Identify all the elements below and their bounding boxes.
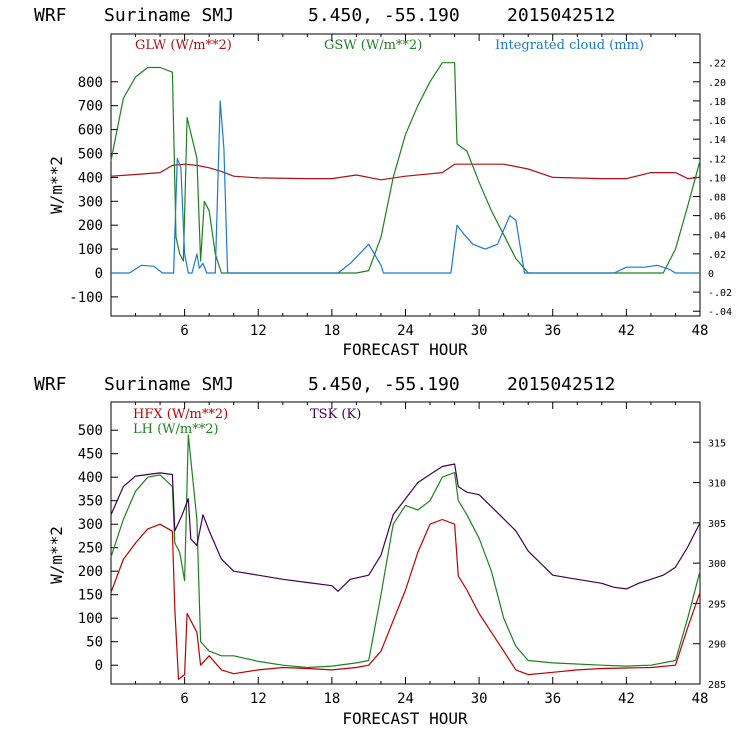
- y2-tick-label: .08: [708, 193, 726, 204]
- y-tick-label: 700: [78, 99, 103, 115]
- legend-tsk: TSK (K): [310, 407, 361, 422]
- y-tick-label: 500: [78, 146, 103, 162]
- y2-tick-label: .22: [708, 59, 726, 70]
- y-tick-label: 250: [78, 541, 103, 557]
- y-tick-label: 300: [78, 194, 103, 210]
- plot-area-bottom: 6 12 18 24 30 36 42 48 0 50 100 150 200 250 300 350 400 4…: [78, 401, 726, 707]
- y2-tick-label: 310: [708, 479, 726, 490]
- x-tick-label: 48: [692, 323, 709, 339]
- header-model: WRF: [34, 5, 67, 26]
- y-tick-label: 0: [95, 658, 103, 674]
- x-tick-label: 36: [544, 691, 561, 707]
- x-tick-label: 48: [692, 691, 709, 707]
- y2-tick-label: 0: [708, 269, 714, 280]
- y2-tick-label: .14: [708, 135, 726, 146]
- x-tick-label: 24: [397, 691, 414, 707]
- y-axis-label: W/m**2: [47, 526, 66, 584]
- y2-tick-label: .02: [708, 250, 726, 261]
- legend-lh: LH (W/m**2): [133, 422, 219, 437]
- series-line-lh: [110, 434, 701, 669]
- x-tick-label: 24: [397, 323, 414, 339]
- legend-glw: GLW (W/m**2): [135, 38, 232, 53]
- x-axis-label: FORECAST HOUR: [342, 340, 468, 359]
- series-line-cloud: [111, 100, 700, 274]
- y2-tick-label: .20: [708, 78, 726, 89]
- series-line-glw: [110, 163, 701, 181]
- y-tick-label: 450: [78, 447, 103, 463]
- y-tick-label: 600: [78, 123, 103, 139]
- y-tick-label: 200: [78, 218, 103, 234]
- chart-bottom: WRF Suriname SMJ 5.450, -55.190 20150425…: [34, 374, 726, 728]
- y-tick-label: 50: [86, 635, 103, 651]
- y2-tick-label: 295: [708, 599, 726, 610]
- y-tick-label: 150: [78, 588, 103, 604]
- y2-tick-label: 300: [708, 559, 726, 570]
- header-init: 2015042512: [507, 374, 615, 395]
- y-tick-label: 100: [78, 611, 103, 627]
- series-line-gsw: [110, 62, 701, 274]
- x-tick-label: 18: [323, 691, 340, 707]
- legend-hfx: HFX (W/m**2): [133, 407, 228, 422]
- y2-tick-label: -.02: [708, 288, 732, 299]
- y-tick-label: 100: [78, 242, 103, 258]
- y2-tick-label: .16: [708, 116, 726, 127]
- header-location: Suriname SMJ: [104, 5, 234, 26]
- x-tick-label: 30: [471, 323, 488, 339]
- header-init: 2015042512: [507, 5, 615, 26]
- y2-tick-label: -.04: [708, 307, 732, 318]
- y2-tick-label: .04: [708, 231, 726, 242]
- x-tick-label: 36: [544, 323, 561, 339]
- x-tick-label: 6: [180, 323, 188, 339]
- y-tick-label: -100: [69, 290, 103, 306]
- legend-cloud: Integrated cloud (mm): [495, 38, 644, 53]
- x-tick-label: 30: [471, 691, 488, 707]
- y2-tick-label: 285: [708, 680, 726, 691]
- x-tick-label: 42: [618, 691, 635, 707]
- y-tick-label: 400: [78, 170, 103, 186]
- y-tick-label: 350: [78, 494, 103, 510]
- y2-tick-label: 305: [708, 519, 726, 530]
- x-tick-label: 42: [618, 323, 635, 339]
- y2-tick-label: .10: [708, 173, 726, 184]
- y2-tick-label: .18: [708, 97, 726, 108]
- y-axis-label: W/m**2: [47, 156, 66, 214]
- series-line-hfx: [110, 518, 701, 680]
- header-model: WRF: [34, 374, 67, 395]
- y2-tick-label: 290: [708, 640, 726, 651]
- header-location: Suriname SMJ: [104, 374, 234, 395]
- x-tick-label: 6: [180, 691, 188, 707]
- x-tick-label: 12: [250, 323, 267, 339]
- y2-tick-label: .06: [708, 212, 726, 223]
- y2-tick-label: .12: [708, 154, 726, 165]
- y-tick-label: 500: [78, 423, 103, 439]
- plot-area-top: 6 12 18 24 30 36 42 48 -100 0 100 200 300 400 500 600 70…: [69, 33, 732, 339]
- y-tick-label: 200: [78, 564, 103, 580]
- x-tick-label: 12: [250, 691, 267, 707]
- y-tick-label: 300: [78, 517, 103, 533]
- x-axis-label: FORECAST HOUR: [342, 709, 468, 728]
- y-tick-label: 800: [78, 75, 103, 91]
- chart-top: WRF Suriname SMJ 5.450, -55.190 20150425…: [34, 5, 732, 359]
- header-coords: 5.450, -55.190: [308, 374, 460, 395]
- y2-tick-label: 315: [708, 438, 726, 449]
- plot-frame: [110, 401, 701, 685]
- plot-frame: [110, 33, 701, 317]
- y-tick-label: 400: [78, 470, 103, 486]
- header-coords: 5.450, -55.190: [308, 5, 460, 26]
- y-tick-label: 0: [95, 266, 103, 282]
- series-line-tsk: [110, 463, 701, 592]
- x-tick-label: 18: [323, 323, 340, 339]
- legend-gsw: GSW (W/m**2): [324, 38, 422, 53]
